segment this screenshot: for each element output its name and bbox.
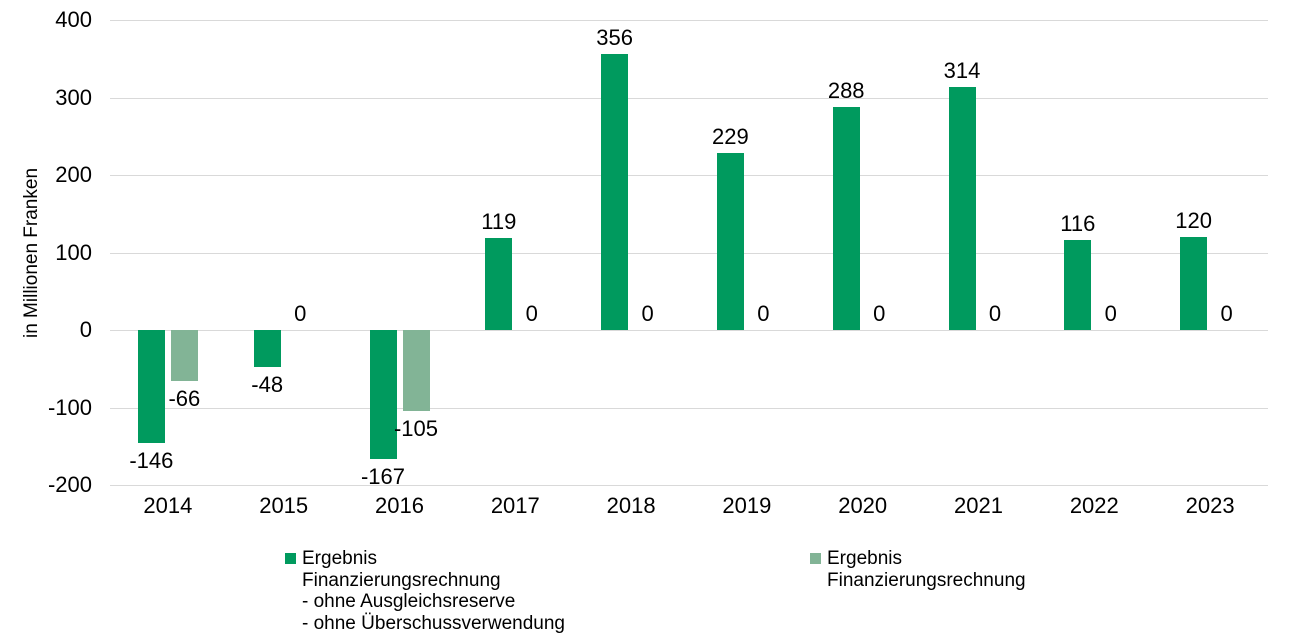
bar-value-label: 229 [712, 123, 749, 149]
x-tick-label: 2023 [1185, 493, 1235, 518]
x-tick-label: 2020 [838, 493, 888, 518]
bar [832, 106, 860, 330]
y-tick-label: 300 [55, 84, 92, 110]
legend-swatch [810, 553, 821, 564]
bar [402, 330, 430, 412]
legend-label-line: - ohne Überschussverwendung [302, 612, 565, 634]
y-tick-label: -200 [47, 472, 92, 497]
bar [369, 330, 397, 460]
y-tick-label: 100 [55, 239, 92, 265]
bar [137, 330, 165, 444]
bar-value-label: -66 [168, 386, 201, 412]
legend-item: Ergebnis Finanzierungsrechnung [810, 548, 1026, 591]
bar-value-label: 0 [988, 301, 1002, 326]
x-tick-label: 2015 [259, 493, 309, 518]
gridline [110, 330, 1268, 331]
bar-value-label: 0 [525, 301, 538, 326]
bar [485, 237, 513, 330]
bar-value-label: 0 [1104, 301, 1117, 326]
bar [170, 330, 198, 382]
gridline [110, 252, 1268, 254]
x-tick-label: 2018 [606, 493, 656, 518]
bar-value-label: 0 [294, 301, 307, 326]
legend: Ergebnis Finanzierungsrechnung - ohne Ausg… [0, 548, 1289, 638]
legend-label-line: Ergebnis [827, 548, 902, 569]
legend-label: Ergebnis Finanzierungsrechnung [827, 548, 1026, 591]
y-tick-label: 200 [55, 162, 92, 187]
x-tick-label: 2014 [143, 493, 193, 518]
gridline [110, 485, 1268, 486]
legend-label-line: Finanzierungsrechnung [827, 569, 1026, 591]
gridline [110, 97, 1268, 99]
bar-value-label: -48 [251, 372, 284, 398]
y-tick-label: 0 [79, 317, 92, 342]
bar [1064, 240, 1092, 330]
bar [948, 86, 976, 330]
legend-label: Ergebnis Finanzierungsrechnung - ohne Ausg… [302, 548, 565, 634]
bar-value-label: 0 [873, 301, 886, 326]
legend-label-line: Ergebnis [302, 548, 377, 569]
bar-value-label: -167 [360, 464, 406, 490]
legend-label-line: - ohne Ausgleichsreserve [302, 591, 516, 612]
x-tick-label: 2022 [1069, 493, 1119, 518]
bar [253, 330, 281, 368]
bar-value-label: 120 [1175, 208, 1212, 233]
legend-item: Ergebnis Finanzierungsrechnung - ohne Ausg… [285, 548, 565, 634]
bar [601, 54, 629, 330]
bar-value-label: 288 [827, 77, 865, 103]
bar-value-label: -105 [393, 416, 439, 442]
gridline [110, 175, 1268, 176]
bar-value-label: 314 [943, 57, 981, 83]
y-tick-label: -100 [47, 394, 92, 420]
plot-area: 400 300 200 100 0 -100 -200 2014 -146 -66 2015 -48 0… [48, 8, 1268, 518]
bar-value-label: 0 [757, 301, 770, 326]
x-tick-label: 2016 [375, 493, 424, 518]
x-tick-label: 2021 [954, 493, 1003, 518]
y-tick-label: 400 [55, 7, 92, 32]
bar-value-label: 0 [641, 301, 654, 326]
gridline [110, 407, 1268, 409]
bar-value-label: 116 [1060, 211, 1096, 237]
x-tick-label: 2017 [490, 493, 540, 518]
bar-value-label: 119 [481, 208, 517, 234]
gridline [110, 20, 1268, 21]
x-tick-label: 2019 [722, 493, 772, 518]
bar-value-label: 0 [1220, 301, 1233, 326]
bar-value-label: -146 [129, 448, 174, 474]
legend-swatch [285, 553, 296, 564]
bar [1180, 237, 1208, 330]
legend-label-line: Finanzierungsrechnung [302, 569, 501, 591]
bar [716, 152, 744, 330]
bar-value-label: 356 [596, 25, 633, 51]
